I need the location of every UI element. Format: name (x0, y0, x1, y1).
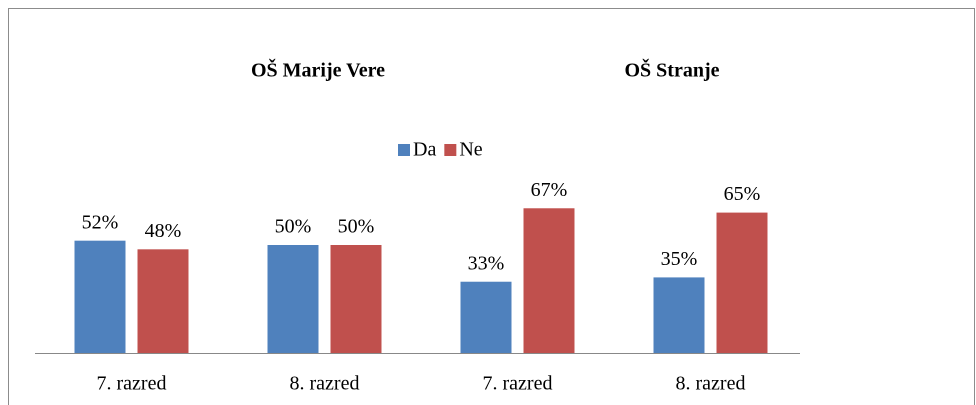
bar (460, 281, 512, 353)
data-label: 67% (531, 179, 568, 201)
bar (137, 249, 189, 353)
bar (653, 277, 705, 353)
data-label: 65% (724, 183, 761, 205)
x-tick-label: 8. razred (290, 373, 360, 395)
bar (74, 240, 126, 353)
data-label: 50% (275, 216, 312, 238)
data-label: 52% (82, 211, 119, 233)
legend-swatch (398, 144, 410, 156)
bar (716, 212, 768, 353)
group-title: OŠ Marije Vere (251, 58, 385, 82)
data-label: 48% (145, 220, 182, 242)
bar (523, 208, 575, 353)
data-label: 50% (338, 216, 375, 238)
x-tick-label: 7. razred (483, 373, 553, 395)
bar (330, 245, 382, 353)
data-label: 33% (468, 252, 505, 274)
chart-frame (8, 8, 975, 405)
x-tick-label: 8. razred (676, 373, 746, 395)
x-tick-label: 7. razred (97, 373, 167, 395)
legend-label: Ne (459, 139, 482, 161)
legend-swatch (444, 144, 457, 156)
legend-label: Da (413, 139, 436, 161)
bar (267, 245, 319, 353)
group-title: OŠ Stranje (625, 58, 720, 82)
data-label: 35% (661, 248, 698, 270)
